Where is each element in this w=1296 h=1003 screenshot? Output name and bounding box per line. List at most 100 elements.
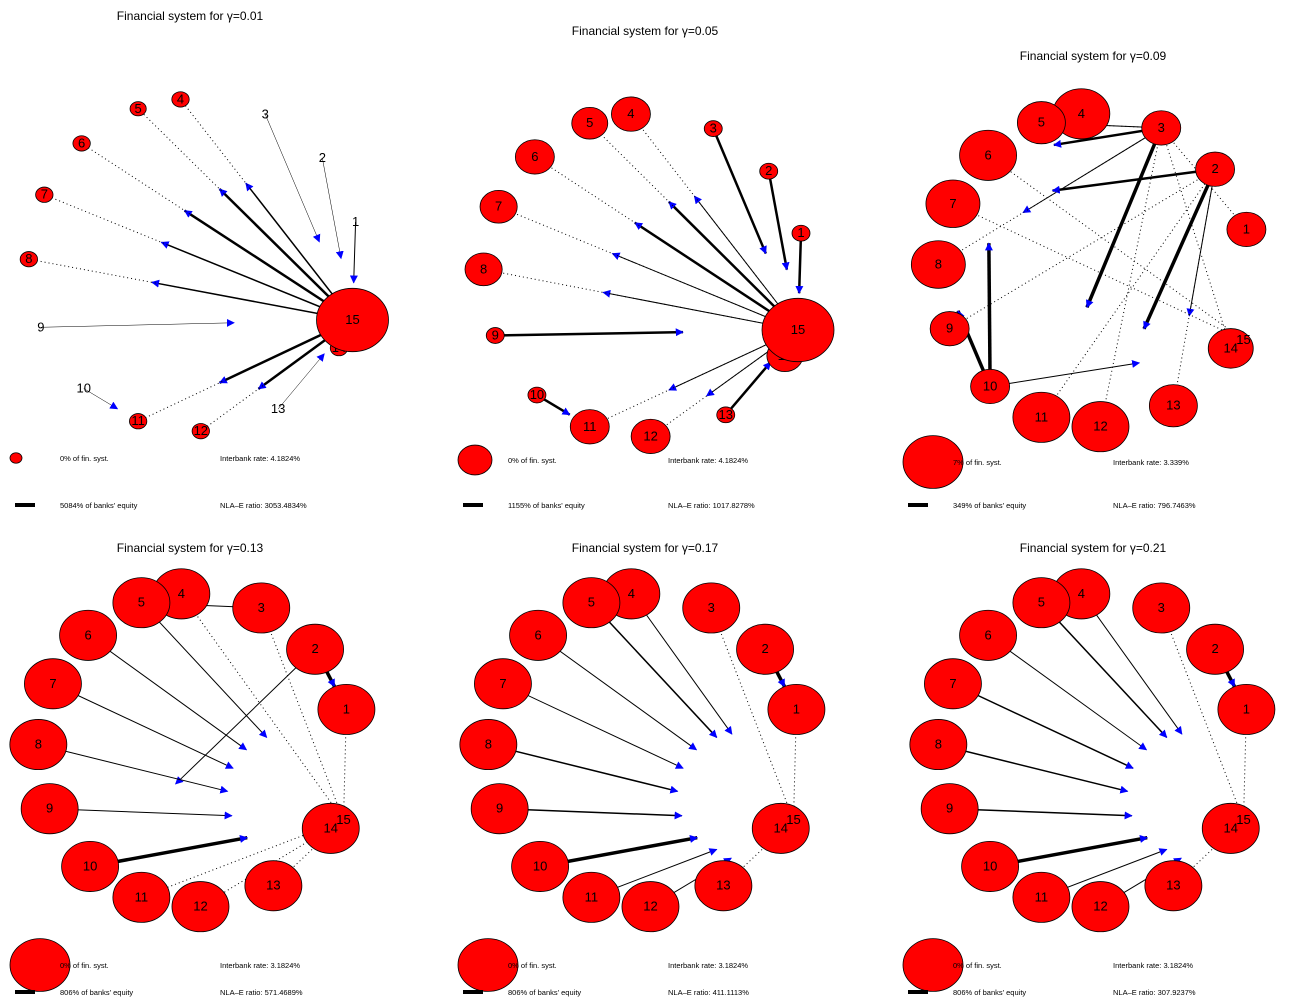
bank-label-7: 7 <box>949 676 956 691</box>
bank-node-14 <box>751 802 810 854</box>
legend-node-size <box>9 938 71 992</box>
bank-node-6 <box>509 609 567 661</box>
bank-node-7 <box>35 186 54 203</box>
bank-label-4: 4 <box>1078 586 1085 601</box>
bank-label-2: 2 <box>1211 161 1218 176</box>
bank-label-9: 9 <box>946 801 953 816</box>
bank-label-8: 8 <box>35 737 42 752</box>
bank-label-5: 5 <box>586 115 593 130</box>
bank-label-12: 12 <box>193 899 207 914</box>
bank-label-13: 13 <box>271 401 285 416</box>
legend: 0% of fin. syst. Interbank rate: 3.1824% 8… <box>9 938 303 997</box>
bank-label-8: 8 <box>480 261 487 276</box>
bank-node-6 <box>959 129 1017 181</box>
bank-label-1: 1 <box>1243 221 1250 236</box>
bank-label-7: 7 <box>41 187 48 202</box>
bank-label-13: 13 <box>266 878 280 893</box>
edge-dotted-1-15 <box>793 709 797 821</box>
legend-share: 0% of fin. syst. <box>508 456 557 465</box>
edge-13-15 <box>277 353 325 410</box>
legend-rate: Interbank rate: 4.1824% <box>668 456 748 465</box>
edge-2-7 <box>1051 168 1216 194</box>
bank-node-8 <box>909 719 968 771</box>
bank-label-8: 8 <box>485 737 492 752</box>
edge-dotted-6-15 <box>534 156 799 331</box>
panel-title: Financial system for γ=0.01 <box>117 9 264 23</box>
legend-node-size <box>902 435 964 489</box>
bank-node-9 <box>470 783 529 835</box>
edge-9-15 <box>40 318 235 328</box>
edge-7-15 <box>52 683 234 769</box>
edge-dotted-6-15 <box>987 154 1244 341</box>
bank-node-11 <box>569 409 610 445</box>
legend: 0% of fin. syst. Interbank rate: 4.1824% 5… <box>9 452 307 510</box>
bank-node-6 <box>959 609 1017 661</box>
edge-dotted-4-15 <box>630 113 799 331</box>
bank-node-15 <box>316 287 389 353</box>
bank-label-3: 3 <box>708 600 715 615</box>
edge-2-13 <box>1186 169 1216 317</box>
bank-node-11 <box>129 413 148 430</box>
bank-node-9 <box>20 783 79 835</box>
bank-label-6: 6 <box>531 149 538 164</box>
bank-label-8: 8 <box>25 251 32 266</box>
bank-label-13: 13 <box>719 407 733 422</box>
bank-node-2 <box>759 162 779 180</box>
edge-dotted-8-15 <box>28 258 353 321</box>
panel-title: Financial system for γ=0.09 <box>1020 49 1167 63</box>
bank-label-15: 15 <box>1236 812 1250 827</box>
bank-node-10 <box>970 368 1011 405</box>
bank-label-3: 3 <box>1158 120 1165 135</box>
bank-label-4: 4 <box>628 586 635 601</box>
bank-label-15: 15 <box>786 812 800 827</box>
bank-label-5: 5 <box>1038 115 1045 130</box>
edge-dotted-14-3 <box>1160 127 1232 349</box>
legend-ratio: NLA–E ratio: 571.4689% <box>220 988 303 997</box>
edge-9-15 <box>495 328 684 337</box>
legend: 0% of fin. syst. Interbank rate: 3.1824% 8… <box>902 938 1196 997</box>
bank-node-3 <box>1132 582 1191 634</box>
bank-label-6: 6 <box>984 147 991 162</box>
legend-node-size <box>457 444 493 476</box>
bank-node-15 <box>761 297 835 363</box>
bank-node-4 <box>611 96 651 132</box>
edge-4-15 <box>630 593 733 735</box>
edge-dotted-8-15 <box>483 268 799 331</box>
bank-label-13: 13 <box>1166 878 1180 893</box>
bank-node-11 <box>112 871 171 923</box>
bank-node-6 <box>72 135 91 152</box>
bank-node-13 <box>694 860 753 912</box>
legend-ratio: NLA–E ratio: 411.1113% <box>668 988 749 997</box>
bank-node-12 <box>1071 881 1130 933</box>
bank-label-15: 15 <box>345 312 359 327</box>
bank-label-6: 6 <box>84 627 91 642</box>
bank-node-8 <box>19 251 38 268</box>
edge-10-6 <box>984 242 993 387</box>
edge-2-10 <box>175 648 316 785</box>
bank-node-3 <box>703 120 723 137</box>
edge-8-15 <box>488 743 679 794</box>
bank-label-11: 11 <box>135 889 149 904</box>
bank-label-4: 4 <box>627 106 634 121</box>
edge-9-15 <box>49 808 233 820</box>
edge-dotted-13-2 <box>1172 169 1216 406</box>
bank-label-6: 6 <box>78 135 85 150</box>
bank-node-1 <box>1217 683 1276 735</box>
bank-label-15: 15 <box>791 322 805 337</box>
legend-equity: 806% of banks' equity <box>953 988 1026 997</box>
edge-5-15 <box>590 602 718 739</box>
legend-rate: Interbank rate: 3.1824% <box>1113 961 1193 970</box>
bank-node-10 <box>527 386 547 404</box>
edge-3-15 <box>265 114 321 243</box>
legend-node-size <box>902 938 964 992</box>
bank-node-12 <box>191 423 210 440</box>
bank-label-14: 14 <box>1224 820 1238 835</box>
bank-node-12 <box>621 881 680 933</box>
legend-equity: 1155% of banks' equity <box>508 501 585 510</box>
bank-label-9: 9 <box>37 319 44 334</box>
bank-node-7 <box>479 189 518 224</box>
bank-node-8 <box>464 252 503 287</box>
bank-label-1: 1 <box>352 214 359 229</box>
